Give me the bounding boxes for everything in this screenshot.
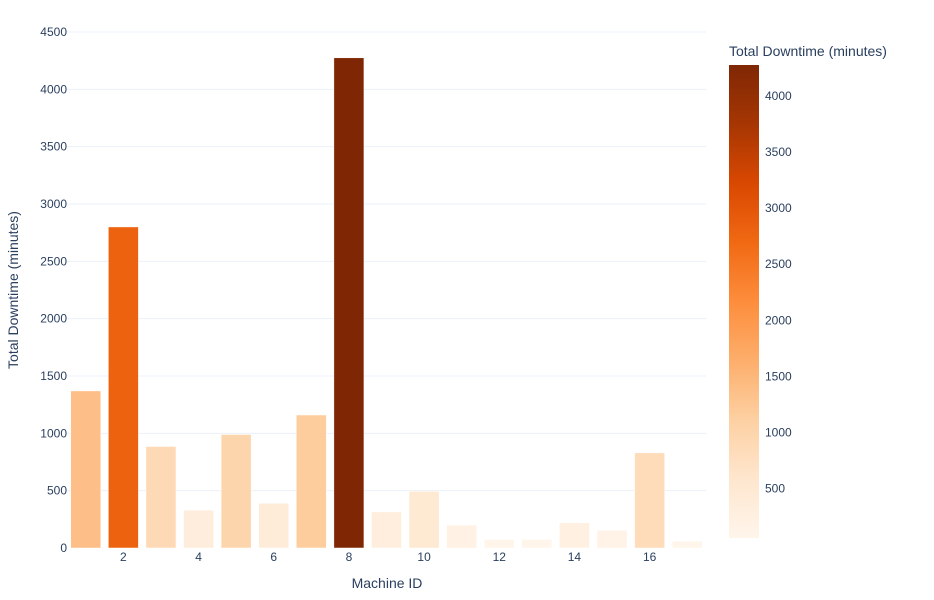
- colorbar: Total Downtime (minutes) 500 1000 1500 2000…: [729, 43, 887, 538]
- colorbar-ticks: 500 1000 1500 2000 2500 3000 3500 4000: [765, 89, 792, 496]
- bar-machine-12: [483, 539, 515, 549]
- bar-machine-5: [220, 434, 252, 549]
- bar-machine-4: [183, 509, 214, 549]
- colorbar-gradient: [729, 65, 759, 538]
- bar-machine-15: [596, 529, 628, 549]
- bar-machine-10: [408, 490, 440, 549]
- x-tick-label: 12: [493, 550, 507, 564]
- colorbar-tick-label: 1500: [765, 369, 792, 383]
- y-tick-label: 2000: [40, 312, 67, 326]
- bar-machine-7: [296, 414, 327, 549]
- bar-machine-2: [108, 226, 139, 549]
- x-tick-label: 8: [346, 550, 353, 564]
- colorbar-title: Total Downtime (minutes): [729, 43, 887, 59]
- bar-machine-8: [333, 57, 365, 549]
- colorbar-tick-label: 3500: [765, 145, 792, 159]
- colorbar-tick-label: 2000: [765, 313, 792, 327]
- y-tick-label: 0: [60, 541, 67, 555]
- y-tick-label: 500: [47, 484, 67, 498]
- x-axis-title: Machine ID: [352, 575, 423, 591]
- colorbar-tick-label: 3000: [765, 201, 792, 215]
- x-tick-label: 2: [120, 550, 127, 564]
- x-axis-ticks: 2 4 6 8 10 12 14 16: [120, 550, 657, 564]
- x-tick-label: 4: [195, 550, 202, 564]
- y-axis-ticks: 0 500 1000 1500 2000 2500 3000 3500 4000 4500: [40, 25, 67, 555]
- bar-machine-14: [559, 522, 590, 549]
- colorbar-tick-label: 4000: [765, 89, 792, 103]
- y-tick-label: 4000: [40, 82, 67, 96]
- gridlines: [67, 31, 706, 492]
- y-tick-label: 4500: [40, 25, 67, 39]
- bar-machine-6: [258, 503, 290, 549]
- bars: [70, 57, 703, 549]
- y-tick-label: 3000: [40, 197, 67, 211]
- bar-machine-13: [521, 539, 553, 549]
- x-tick-label: 16: [643, 550, 657, 564]
- y-tick-label: 3500: [40, 140, 67, 154]
- bar-machine-1: [70, 390, 102, 549]
- colorbar-tick-label: 1000: [765, 426, 792, 440]
- bar-machine-9: [371, 511, 402, 549]
- colorbar-tick-label: 500: [765, 482, 785, 496]
- bar-machine-3: [145, 446, 177, 549]
- bar-machine-11: [446, 524, 477, 549]
- y-tick-label: 1000: [40, 426, 67, 440]
- bar-machine-17: [671, 540, 703, 549]
- bar-machine-16: [634, 452, 665, 549]
- x-tick-label: 6: [270, 550, 277, 564]
- colorbar-tick-label: 2500: [765, 257, 792, 271]
- y-tick-label: 2500: [40, 254, 67, 268]
- x-tick-label: 14: [568, 550, 582, 564]
- y-axis-title: Total Downtime (minutes): [5, 211, 21, 369]
- x-tick-label: 10: [417, 550, 431, 564]
- y-tick-label: 1500: [40, 369, 67, 383]
